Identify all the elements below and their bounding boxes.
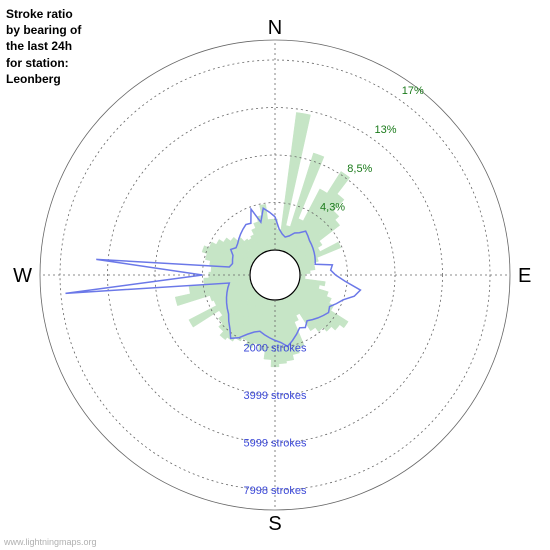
polar-chart: 4,3% 8,5% 13% 17% 2000 strokes 3999 strokes 59… — [0, 0, 550, 550]
center-hole — [250, 250, 300, 300]
strokes-ring-label: 7998 strokes — [244, 485, 307, 497]
strokes-ring-label: 3999 strokes — [244, 390, 307, 402]
strokes-ring-label: 5999 strokes — [244, 438, 307, 450]
cardinal-s: S — [268, 513, 281, 535]
pct-ring-label: 13% — [375, 124, 397, 136]
cardinal-w: W — [13, 265, 32, 287]
pct-ring-label: 4,3% — [320, 202, 345, 214]
pct-ring-label: 8,5% — [347, 163, 372, 175]
strokes-ring-label: 2000 strokes — [244, 343, 307, 355]
cardinal-n: N — [268, 17, 282, 39]
cardinal-e: E — [518, 265, 531, 287]
pct-ring-label: 17% — [402, 85, 424, 97]
